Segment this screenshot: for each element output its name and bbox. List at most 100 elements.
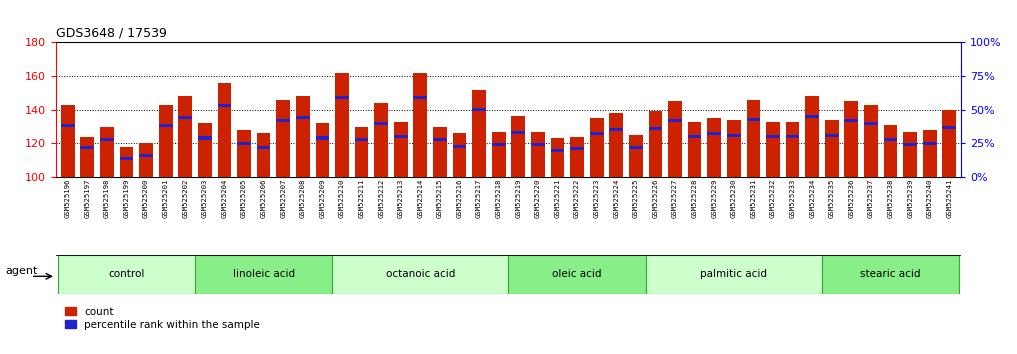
Bar: [336, 73, 349, 177]
Text: GDS3648 / 17539: GDS3648 / 17539: [56, 27, 167, 40]
Text: GSM525204: GSM525204: [222, 179, 228, 218]
Text: GSM525241: GSM525241: [946, 179, 952, 218]
Text: GSM525215: GSM525215: [437, 179, 443, 218]
Text: stearic acid: stearic acid: [860, 269, 920, 279]
FancyBboxPatch shape: [508, 255, 646, 294]
Text: GSM525205: GSM525205: [241, 179, 247, 218]
Bar: [472, 108, 486, 111]
Bar: [237, 130, 251, 177]
Bar: [903, 132, 917, 177]
Bar: [943, 126, 956, 129]
Bar: [629, 146, 643, 149]
Text: GSM525232: GSM525232: [770, 179, 776, 218]
Bar: [884, 138, 897, 141]
Bar: [355, 127, 368, 177]
Text: GSM525237: GSM525237: [868, 179, 874, 218]
Bar: [159, 124, 173, 127]
Text: GSM525224: GSM525224: [613, 179, 619, 218]
Bar: [668, 101, 681, 177]
Text: GSM525234: GSM525234: [810, 179, 816, 218]
Text: GSM525198: GSM525198: [104, 179, 110, 218]
Bar: [590, 132, 603, 136]
Bar: [256, 133, 271, 177]
Text: GSM525216: GSM525216: [457, 179, 463, 218]
Bar: [727, 120, 740, 177]
Text: GSM525239: GSM525239: [907, 179, 913, 218]
Bar: [414, 96, 427, 99]
Bar: [453, 133, 467, 177]
Text: GSM525214: GSM525214: [417, 179, 423, 218]
Bar: [120, 157, 133, 160]
Bar: [139, 154, 153, 157]
Bar: [159, 105, 173, 177]
Text: GSM525210: GSM525210: [339, 179, 345, 218]
Bar: [433, 138, 446, 141]
Text: GSM525203: GSM525203: [201, 179, 207, 218]
Text: GSM525201: GSM525201: [163, 179, 169, 218]
Bar: [374, 122, 388, 125]
Bar: [178, 96, 192, 177]
Bar: [649, 112, 662, 177]
Bar: [120, 147, 133, 177]
Text: control: control: [108, 269, 144, 279]
Text: GSM525229: GSM525229: [711, 179, 717, 218]
Text: GSM525230: GSM525230: [731, 179, 736, 218]
Bar: [178, 116, 192, 119]
Bar: [786, 121, 799, 177]
Bar: [629, 135, 643, 177]
Bar: [198, 123, 212, 177]
Bar: [649, 127, 662, 130]
Bar: [727, 134, 740, 137]
Bar: [844, 119, 858, 122]
Bar: [296, 116, 309, 119]
Bar: [590, 118, 603, 177]
Text: GSM525222: GSM525222: [574, 179, 580, 218]
Bar: [218, 83, 231, 177]
Bar: [884, 125, 897, 177]
Bar: [864, 105, 878, 177]
Bar: [256, 146, 271, 149]
Text: GSM525209: GSM525209: [319, 179, 325, 218]
Bar: [394, 135, 408, 138]
Bar: [864, 122, 878, 125]
Text: GSM525217: GSM525217: [476, 179, 482, 218]
Text: GSM525211: GSM525211: [359, 179, 364, 218]
Text: GSM525236: GSM525236: [848, 179, 854, 218]
Text: GSM525219: GSM525219: [516, 179, 522, 218]
FancyBboxPatch shape: [333, 255, 508, 294]
Bar: [687, 135, 702, 138]
Bar: [61, 124, 74, 127]
Bar: [786, 135, 799, 138]
Text: GSM525225: GSM525225: [633, 179, 639, 218]
Bar: [453, 144, 467, 148]
Bar: [746, 118, 761, 121]
FancyBboxPatch shape: [822, 255, 959, 294]
Text: GSM525212: GSM525212: [378, 179, 384, 218]
Bar: [414, 73, 427, 177]
Bar: [571, 137, 584, 177]
Bar: [433, 127, 446, 177]
Bar: [609, 113, 623, 177]
Text: GSM525199: GSM525199: [123, 179, 129, 218]
Text: GSM525226: GSM525226: [653, 179, 658, 218]
Text: GSM525200: GSM525200: [143, 179, 149, 218]
Bar: [139, 143, 153, 177]
Text: GSM525231: GSM525231: [751, 179, 757, 218]
Text: GSM525207: GSM525207: [281, 179, 286, 218]
Legend: count, percentile rank within the sample: count, percentile rank within the sample: [61, 303, 264, 334]
Text: palmitic acid: palmitic acid: [701, 269, 767, 279]
FancyBboxPatch shape: [195, 255, 333, 294]
Bar: [296, 96, 309, 177]
Bar: [805, 115, 819, 118]
Bar: [512, 116, 525, 177]
Bar: [687, 121, 702, 177]
Bar: [609, 129, 623, 131]
Bar: [825, 134, 839, 137]
Bar: [550, 149, 564, 152]
Text: oleic acid: oleic acid: [552, 269, 602, 279]
Text: GSM525208: GSM525208: [300, 179, 306, 218]
Bar: [668, 119, 681, 122]
Text: GSM525220: GSM525220: [535, 179, 541, 218]
Bar: [805, 96, 819, 177]
Text: GSM525238: GSM525238: [888, 179, 894, 218]
